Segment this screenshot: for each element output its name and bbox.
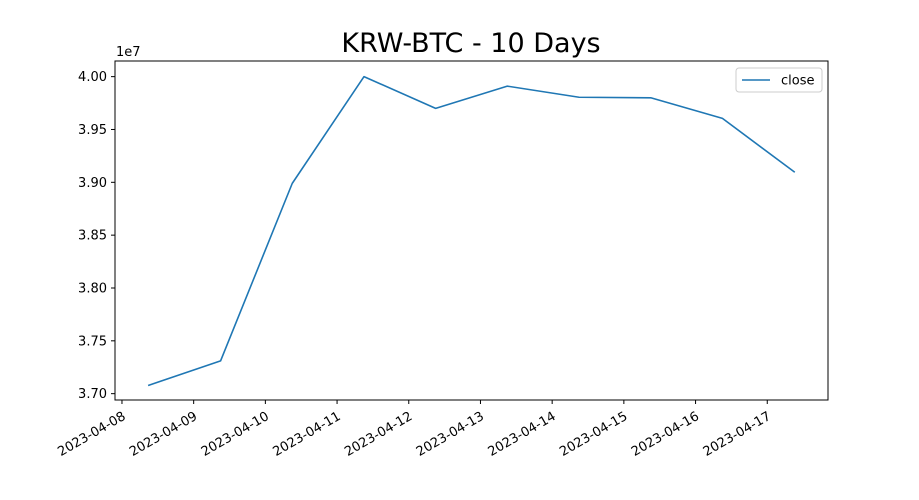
y-tick-label: 3.70 (78, 387, 107, 402)
x-tick-label: 2023-04-15 (557, 409, 630, 460)
x-tick-label: 2023-04-14 (486, 409, 559, 460)
y-tick-label: 3.90 (78, 176, 107, 191)
series-line-close (147, 75, 796, 387)
y-axis-offset-label: 1e7 (116, 45, 141, 60)
legend-label: close (781, 74, 814, 89)
x-tick-label: 2023-04-17 (701, 409, 774, 460)
y-tick-label: 3.75 (78, 334, 107, 349)
x-tick-label: 2023-04-11 (271, 409, 344, 460)
x-tick-label: 2023-04-16 (629, 409, 702, 460)
axis-ticks: 3.703.753.803.853.903.954.002023-04-0820… (55, 70, 773, 460)
chart-title: KRW-BTC - 10 Days (341, 28, 600, 59)
x-tick-label: 2023-04-09 (127, 409, 200, 460)
y-tick-label: 3.95 (78, 123, 107, 138)
x-tick-label: 2023-04-13 (414, 409, 487, 460)
y-tick-label: 4.00 (78, 70, 107, 85)
plot-frame (114, 60, 829, 401)
legend: close (735, 67, 823, 93)
x-tick-label: 2023-04-10 (199, 409, 272, 460)
legend-box (735, 67, 823, 93)
y-tick-label: 3.80 (78, 281, 107, 296)
x-tick-label: 2023-04-08 (55, 409, 128, 460)
x-tick-label: 2023-04-12 (342, 409, 415, 460)
plot-series (147, 75, 796, 387)
y-tick-label: 3.85 (78, 229, 107, 244)
